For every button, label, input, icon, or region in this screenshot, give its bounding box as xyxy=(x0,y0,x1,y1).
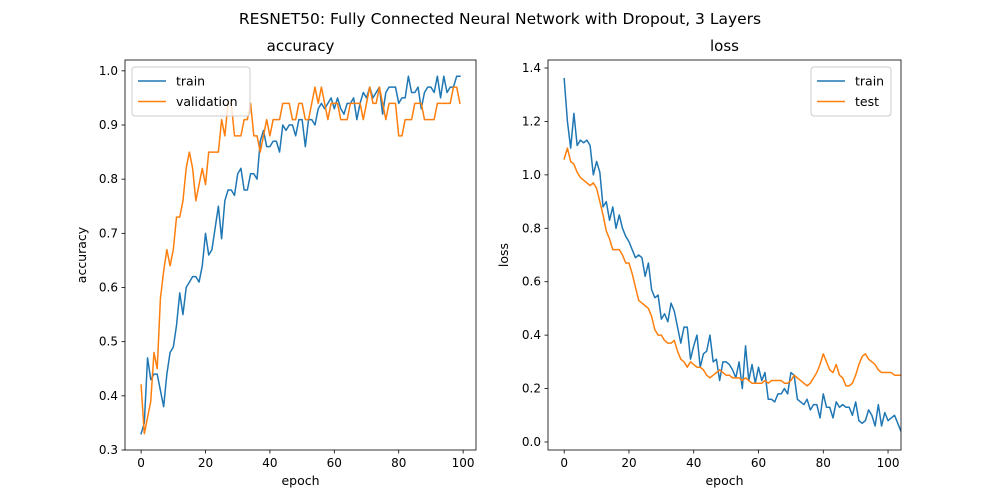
loss-x-tick-label: 80 xyxy=(816,456,831,470)
accuracy-x-tick-label: 40 xyxy=(262,456,277,470)
accuracy-legend-label-train: train xyxy=(176,74,205,89)
accuracy-legend-label-validation: validation xyxy=(176,94,238,109)
accuracy-series-line-validation xyxy=(140,86,461,435)
loss-x-tick-label: 40 xyxy=(686,456,701,470)
loss-y-tick-label: 0.6 xyxy=(522,275,541,289)
accuracy-plot-lines xyxy=(140,75,461,435)
accuracy-legend: train validation xyxy=(131,66,251,117)
loss-series-line-train xyxy=(563,77,901,433)
accuracy-y-tick-label: 0.4 xyxy=(99,389,118,403)
loss-x-tick-label: 100 xyxy=(877,456,900,470)
loss-x-tick-label: 60 xyxy=(751,456,766,470)
accuracy-x-tick-label: 100 xyxy=(452,456,475,470)
loss-legend-label-train: train xyxy=(855,74,884,89)
accuracy-series-line-train xyxy=(140,75,461,435)
accuracy-axes-frame xyxy=(124,59,477,451)
accuracy-y-tick-label: 0.8 xyxy=(99,172,118,186)
accuracy-y-tick-label: 0.6 xyxy=(99,281,118,295)
loss-y-axis-label: loss xyxy=(496,243,511,267)
loss-legend-box xyxy=(810,66,892,117)
loss-y-tick-label: 0.2 xyxy=(522,382,541,396)
accuracy-y-tick-label: 0.7 xyxy=(99,226,118,240)
loss-y-tick-label: 1.4 xyxy=(522,61,541,75)
loss-y-tick-label: 0.8 xyxy=(522,221,541,235)
loss-y-tick-label: 1.2 xyxy=(522,114,541,128)
accuracy-x-axis-label: epoch xyxy=(281,473,319,488)
loss-plot-lines xyxy=(563,77,901,433)
accuracy-x-tick-label: 80 xyxy=(391,456,406,470)
accuracy-legend-box xyxy=(131,66,251,117)
accuracy-y-tick-label: 0.9 xyxy=(99,118,118,132)
accuracy-y-tick-label: 0.5 xyxy=(99,335,118,349)
loss-y-tick-label: 0.0 xyxy=(522,435,541,449)
loss-x-axis-label: epoch xyxy=(705,473,743,488)
accuracy-plot: accuracy epoch accuracy 0 20 40 60 80 100 0.3 0… xyxy=(74,37,477,488)
accuracy-y-tick-label: 0.3 xyxy=(99,443,118,457)
loss-y-tick-label: 0.4 xyxy=(522,328,541,342)
loss-axes-frame xyxy=(547,59,902,451)
loss-x-tick-label: 0 xyxy=(560,456,568,470)
accuracy-y-tick-label: 1.0 xyxy=(99,64,118,78)
loss-y-tick-label: 1.0 xyxy=(522,168,541,182)
accuracy-x-tick-label: 0 xyxy=(137,456,145,470)
loss-plot-title: loss xyxy=(710,37,739,55)
loss-x-tick-label: 20 xyxy=(621,456,636,470)
figure-suptitle: RESNET50: Fully Connected Neural Network… xyxy=(239,10,761,28)
accuracy-x-tick-label: 20 xyxy=(198,456,213,470)
accuracy-x-tick-label: 60 xyxy=(327,456,342,470)
accuracy-plot-title: accuracy xyxy=(267,37,335,55)
accuracy-y-axis-label: accuracy xyxy=(74,226,89,283)
loss-legend-label-test: test xyxy=(855,94,879,109)
loss-legend: train test xyxy=(810,66,892,117)
loss-series-line-test xyxy=(563,147,901,387)
loss-plot: loss epoch loss 0 20 40 60 80 100 0.0 0.2 0.4 0.6… xyxy=(496,37,902,488)
